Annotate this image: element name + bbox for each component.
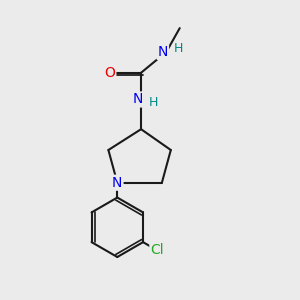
Text: O: O: [104, 66, 115, 80]
Text: N: N: [158, 45, 168, 59]
Text: Cl: Cl: [150, 243, 164, 257]
Text: N: N: [132, 92, 143, 106]
Text: H: H: [149, 96, 158, 109]
Text: N: N: [112, 176, 122, 190]
Text: H: H: [174, 42, 184, 56]
